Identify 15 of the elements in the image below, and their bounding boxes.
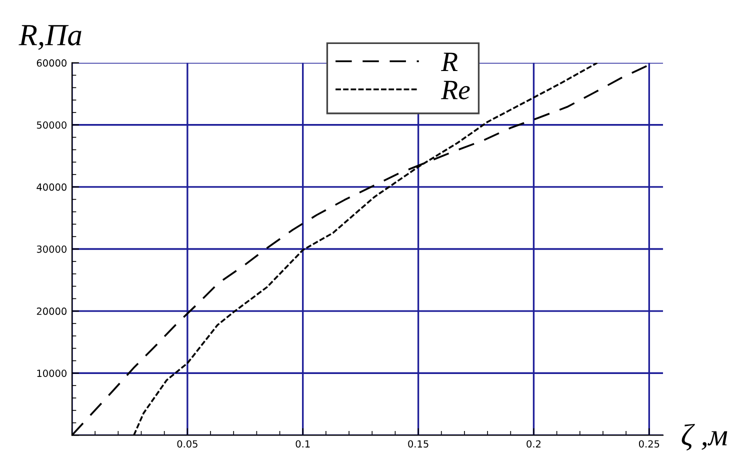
y-tick-label: 60000	[36, 59, 66, 67]
x-tick-label: 0.05	[177, 440, 198, 448]
y-tick-label: 50000	[36, 121, 66, 129]
legend-label: R	[440, 52, 458, 71]
y-tick-label: 30000	[36, 245, 66, 253]
legend-label: Re	[440, 80, 470, 100]
x-tick-label: 0.15	[408, 440, 428, 448]
y-axis-title: R,Па	[18, 25, 82, 50]
x-tick-label: 0.25	[638, 440, 660, 448]
y-tick-label: 40000	[36, 183, 66, 191]
x-tick-label: 0.1	[296, 440, 310, 448]
y-tick-label: 20000	[36, 308, 66, 315]
x-tick-label: 0.2	[526, 440, 540, 448]
x-axis-title: ζ ,м	[682, 424, 728, 450]
y-tick-label: 10000	[37, 370, 66, 377]
